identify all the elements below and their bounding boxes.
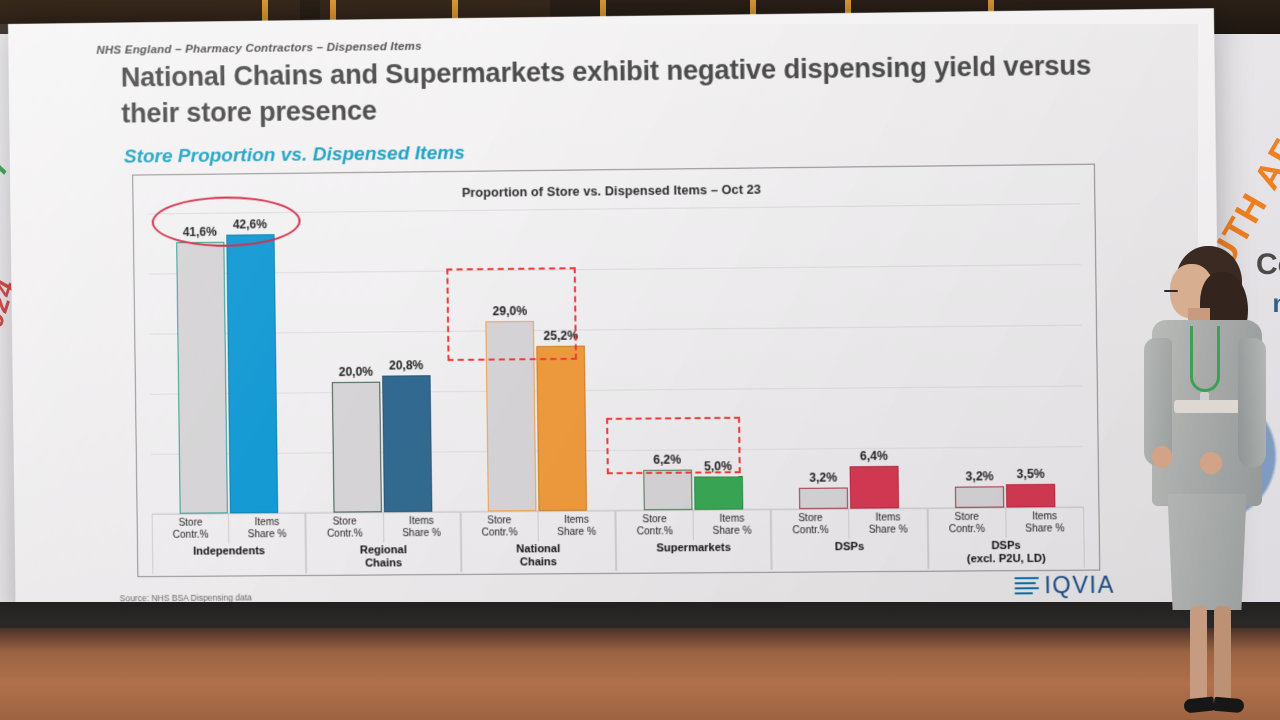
stage-floor xyxy=(0,628,1280,720)
bar-store-contribution: 20,0% xyxy=(331,364,382,513)
bar-items-share: 42,6% xyxy=(225,217,278,514)
axis-series-label: Items Share % xyxy=(247,517,287,541)
axis-group: Store Contr.% Items Share % Regional Chains xyxy=(305,511,462,573)
axis-series-label: Store Contr.% xyxy=(461,512,539,542)
axis-group: Store Contr.% Items Share % DSPs xyxy=(771,508,929,570)
slide-eyebrow: NHS England – Pharmacy Contractors – Dis… xyxy=(96,40,422,57)
bar-store-contribution: 3,2% xyxy=(798,471,849,510)
bar-value-label: 20,0% xyxy=(338,364,374,379)
bar-group: 41,6% 42,6% xyxy=(148,212,306,514)
iqvia-logo: IQVIA xyxy=(1014,571,1115,599)
bar-store-contribution: 29,0% xyxy=(485,304,537,512)
axis-series-label: Store Contr.% xyxy=(152,514,230,544)
projected-slide: NHS England – Pharmacy Contractors – Dis… xyxy=(8,8,1222,621)
presenter xyxy=(1140,246,1280,720)
bar-value-label: 42,6% xyxy=(232,217,268,232)
bar-value-label: 41,6% xyxy=(182,224,217,239)
bar-items-share: 3,5% xyxy=(1006,467,1056,508)
chart-axis-labels: Store Contr.% Items Share % Independents Stor… xyxy=(151,506,1085,575)
right-event-signage: SOUTH AFR Co n a xyxy=(1090,26,1280,386)
axis-series-label: Store Contr.% xyxy=(616,510,695,541)
axis-group: Store Contr.% Items Share % DSPs (excl. P2U, … xyxy=(927,506,1085,569)
signage-in-text: n a xyxy=(1272,288,1280,319)
axis-category-label: Independents xyxy=(193,544,266,558)
bar-group: 29,0% 25,2% xyxy=(456,208,615,512)
axis-category-label: National Chains xyxy=(516,542,561,569)
bar-items-share: 6,4% xyxy=(849,449,900,509)
bar-store-contribution: 6,2% xyxy=(642,452,693,511)
bar-items-share: 5,0% xyxy=(693,460,743,510)
bar-value-label: 6,2% xyxy=(653,452,682,467)
bar-group: 6,2% 5,0% xyxy=(611,207,771,511)
axis-category-label: DSPs (excl. P2U, LD) xyxy=(966,539,1046,566)
bar-group: 3,2% 6,4% xyxy=(767,205,927,510)
bar-store-contribution: 41,6% xyxy=(175,224,228,514)
slide-subtitle: Store Proportion vs. Dispensed Items xyxy=(123,142,466,168)
signage-co-text: Co xyxy=(1256,248,1280,281)
axis-series-label: Items Share % xyxy=(557,514,597,538)
bar-items-share: 25,2% xyxy=(536,328,588,512)
axis-series-label: Store Contr.% xyxy=(306,513,384,543)
bar-value-label: 29,0% xyxy=(492,303,528,319)
bar-groups: 41,6% 42,6% 20,0% 20,8% 29,0% 25,2% 6,2% 5,0% 3,… xyxy=(148,203,1084,514)
iqvia-mark-icon xyxy=(1014,576,1040,595)
axis-group: Store Contr.% Items Share % Supermarkets xyxy=(615,509,772,571)
chart-plot-area: 41,6% 42,6% 20,0% 20,8% 29,0% 25,2% 6,2% 5,0% 3,… xyxy=(147,203,1085,514)
headset-mic-icon xyxy=(1164,290,1178,292)
axis-series-label: Items Share % xyxy=(868,512,908,536)
bar-group: 3,2% 3,5% xyxy=(923,203,1084,508)
bar-value-label: 3,2% xyxy=(809,470,838,485)
axis-series-label: Store Contr.% xyxy=(928,508,1007,538)
bar-value-label: 3,2% xyxy=(965,469,994,484)
bar-value-label: 6,4% xyxy=(859,449,888,464)
bar-value-label: 3,5% xyxy=(1016,466,1045,482)
axis-series-label: Items Share % xyxy=(402,515,442,539)
axis-group: Store Contr.% Items Share % National Chains xyxy=(460,510,617,572)
bar-value-label: 25,2% xyxy=(543,328,579,343)
axis-series-label: Store Contr.% xyxy=(772,509,851,540)
axis-series-label: Items Share % xyxy=(1025,511,1065,535)
axis-category-label: Regional Chains xyxy=(359,543,407,570)
presenter-lanyard xyxy=(1190,326,1220,392)
bar-items-share: 20,8% xyxy=(382,359,433,513)
slide-title: National Chains and Supermarkets exhibit… xyxy=(120,50,1092,129)
chart-title: Proportion of Store vs. Dispensed Items … xyxy=(461,182,762,200)
bar-store-contribution: 3,2% xyxy=(955,469,1005,508)
bar-group: 20,0% 20,8% xyxy=(302,210,461,513)
bar-value-label: 20,8% xyxy=(388,358,424,373)
axis-group: Store Contr.% Items Share % Independents xyxy=(151,512,307,575)
axis-series-label: Items Share % xyxy=(712,513,752,537)
chart-frame: Proportion of Store vs. Dispensed Items … xyxy=(132,163,1101,578)
presenter-badge xyxy=(1200,392,1209,404)
bar-value-label: 5,0% xyxy=(703,459,732,474)
axis-category-label: Supermarkets xyxy=(656,541,731,555)
iqvia-wordmark: IQVIA xyxy=(1044,571,1115,599)
axis-category-label: DSPs xyxy=(834,540,865,553)
